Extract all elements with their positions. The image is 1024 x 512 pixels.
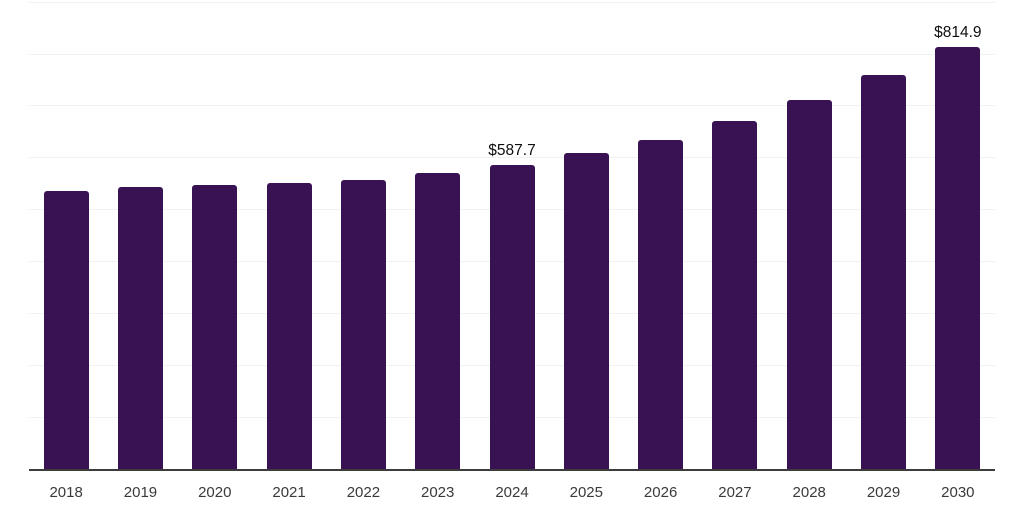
x-tick-label-2023: 2023 [421,484,455,501]
x-tick-label-2027: 2027 [718,484,752,501]
x-tick-label-2029: 2029 [866,484,901,501]
x-tick-label-2020: 2020 [198,484,232,501]
bar-2028 [786,100,832,470]
x-tick-label-2025: 2025 [569,484,603,501]
x-tick-label-2030: 2030 [941,484,975,501]
x-axis-labels: 2018 2019 2020 2021 2022 2023 2024 2025 2026 2027… [29,470,995,512]
x-tick-label-2019: 2019 [123,484,158,501]
x-tick-label-2024: 2024 [495,484,529,501]
x-tick-label-2018: 2018 [49,484,83,501]
bar-2025 [563,153,609,470]
value-label-2024: $587.7 [488,142,536,160]
bar-2024 [489,164,535,470]
x-tick-label-2021: 2021 [272,484,306,501]
x-tick-label-2026: 2026 [643,484,678,501]
value-label-2030: $814.9 [934,24,982,42]
x-tick-label-2028: 2028 [792,484,826,501]
bar-2026 [638,139,684,470]
bar-2029 [861,75,907,470]
bar-2018 [43,191,89,470]
bar-2019 [117,186,163,470]
bar-2020 [192,185,238,470]
gridline-600 [29,157,995,159]
x-tick-label-2022: 2022 [346,484,381,501]
gridline-900 [29,1,995,3]
bar-2023 [415,173,461,470]
plot-area: $587.7 $814.9 [29,0,995,471]
bar-2022 [340,180,386,470]
gridline-700 [29,105,995,107]
bar-2027 [712,121,758,470]
bar-2030 [935,46,981,470]
gridline-800 [29,53,995,55]
bar-2021 [266,182,312,470]
x-axis-line [29,469,995,471]
